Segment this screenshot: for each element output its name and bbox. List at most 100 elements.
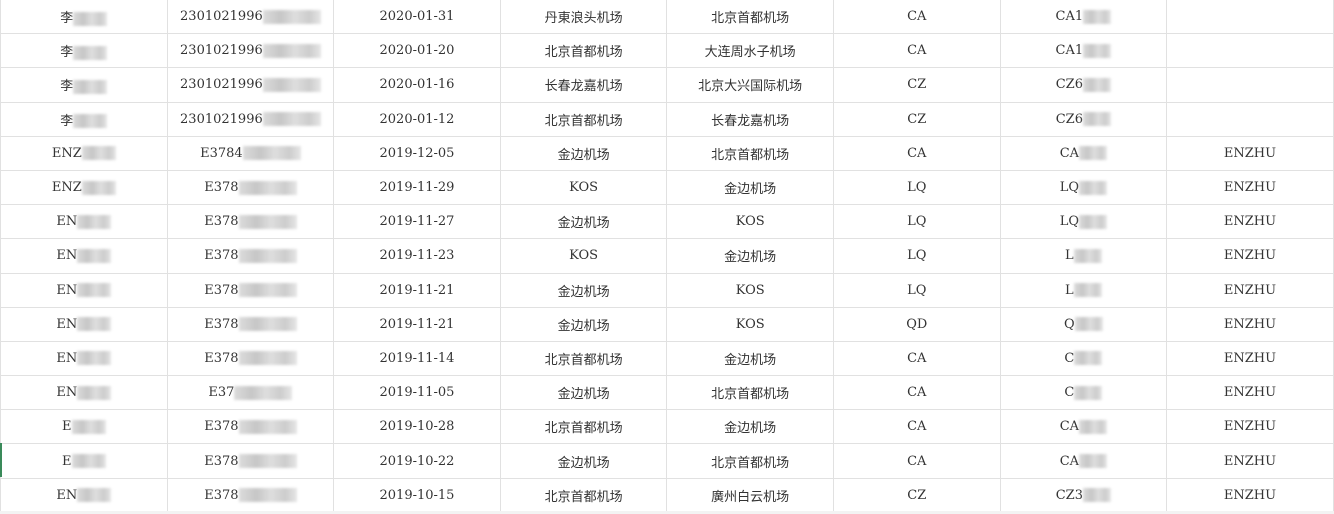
date-cell[interactable]: 2019-10-28 [333,409,501,445]
airline-cell[interactable]: CA [832,443,1001,479]
id-number-cell[interactable]: E378 [166,477,335,513]
flight-number-cell[interactable]: CZ6 [999,67,1168,103]
airline-cell[interactable]: QD [832,306,1001,342]
date-cell[interactable]: 2019-11-29 [333,169,501,206]
contact-cell[interactable] [1166,0,1334,35]
flight-number-cell[interactable]: L [999,272,1168,308]
date-cell[interactable]: 2019-11-21 [333,306,501,342]
passenger-name-cell[interactable]: EN [0,204,168,240]
departure-cell[interactable]: 金边机场 [499,135,668,171]
arrival-cell[interactable]: 北京首都机场 [666,375,834,411]
passenger-name-cell[interactable]: EN [0,340,168,377]
id-number-cell[interactable]: E378 [166,204,335,240]
airline-cell[interactable]: LQ [832,169,1001,206]
passenger-name-cell[interactable]: ENZ [0,135,168,171]
id-number-cell[interactable]: E378 [166,272,335,308]
date-cell[interactable]: 2020-01-31 [333,0,501,35]
date-cell[interactable]: 2019-11-21 [333,272,501,308]
airline-cell[interactable]: CA [832,135,1001,171]
departure-cell[interactable]: 丹東浪头机场 [499,0,668,35]
airline-cell[interactable]: CZ [832,67,1001,103]
flight-number-cell[interactable]: Q [999,306,1168,342]
id-number-cell[interactable]: E378 [166,306,335,342]
arrival-cell[interactable]: 金边机场 [666,409,834,445]
flight-number-cell[interactable]: CA1 [999,33,1168,69]
arrival-cell[interactable]: 长春龙嘉机场 [666,101,834,137]
departure-cell[interactable]: 金边机场 [499,443,668,479]
passenger-name-cell[interactable]: ENZ [0,169,168,206]
date-cell[interactable]: 2019-11-23 [333,238,501,274]
date-cell[interactable]: 2019-10-22 [333,443,501,479]
airline-cell[interactable]: CA [832,340,1001,377]
departure-cell[interactable]: 金边机场 [499,272,668,308]
departure-cell[interactable]: 北京首都机场 [499,477,668,513]
contact-cell[interactable]: ENZHU [1166,306,1334,342]
date-cell[interactable]: 2020-01-16 [333,67,501,103]
airline-cell[interactable]: LQ [832,204,1001,240]
flight-number-cell[interactable]: LQ [999,169,1168,206]
date-cell[interactable]: 2020-01-20 [333,33,501,69]
passenger-name-cell[interactable]: 李 [0,101,168,137]
arrival-cell[interactable]: 大连周水子机场 [666,33,834,69]
departure-cell[interactable]: 长春龙嘉机场 [499,67,668,103]
passenger-name-cell[interactable]: EN [0,375,168,411]
flight-number-cell[interactable]: CA [999,135,1168,171]
airline-cell[interactable]: CA [832,409,1001,445]
arrival-cell[interactable]: 北京首都机场 [666,443,834,479]
airline-cell[interactable]: CA [832,0,1001,35]
arrival-cell[interactable]: 金边机场 [666,340,834,377]
id-number-cell[interactable]: 2301021996 [166,101,335,137]
departure-cell[interactable]: 金边机场 [499,204,668,240]
date-cell[interactable]: 2019-11-14 [333,340,501,377]
id-number-cell[interactable]: E3784 [166,135,335,171]
airline-cell[interactable]: CA [832,33,1001,69]
arrival-cell[interactable]: 北京大兴国际机场 [666,67,834,103]
arrival-cell[interactable]: KOS [666,306,834,342]
flight-number-cell[interactable]: C [999,375,1168,411]
contact-cell[interactable]: ENZHU [1166,443,1334,479]
id-number-cell[interactable]: E378 [166,340,335,377]
contact-cell[interactable]: ENZHU [1166,409,1334,445]
flight-number-cell[interactable]: CZ6 [999,101,1168,137]
departure-cell[interactable]: KOS [499,238,668,274]
departure-cell[interactable]: 北京首都机场 [499,33,668,69]
passenger-name-cell[interactable]: EN [0,238,168,274]
arrival-cell[interactable]: KOS [666,204,834,240]
contact-cell[interactable]: ENZHU [1166,272,1334,308]
flight-number-cell[interactable]: CZ3 [999,477,1168,513]
flight-number-cell[interactable]: CA1 [999,0,1168,35]
contact-cell[interactable] [1166,101,1334,137]
contact-cell[interactable]: ENZHU [1166,135,1334,171]
arrival-cell[interactable]: 廣州白云机场 [666,477,834,513]
id-number-cell[interactable]: 2301021996 [166,0,335,35]
contact-cell[interactable] [1166,67,1334,103]
id-number-cell[interactable]: E37 [166,375,335,411]
airline-cell[interactable]: LQ [832,238,1001,274]
arrival-cell[interactable]: 金边机场 [666,169,834,206]
contact-cell[interactable]: ENZHU [1166,204,1334,240]
date-cell[interactable]: 2019-11-27 [333,204,501,240]
id-number-cell[interactable]: E378 [166,409,335,445]
id-number-cell[interactable]: 2301021996 [166,33,335,69]
passenger-name-cell[interactable]: E [0,409,168,445]
contact-cell[interactable] [1166,33,1334,69]
departure-cell[interactable]: 金边机场 [499,306,668,342]
airline-cell[interactable]: CA [832,375,1001,411]
passenger-name-cell[interactable]: E [0,443,168,479]
departure-cell[interactable]: 金边机场 [499,375,668,411]
passenger-name-cell[interactable]: 李 [0,33,168,69]
flight-number-cell[interactable]: LQ [999,204,1168,240]
date-cell[interactable]: 2019-10-15 [333,477,501,513]
arrival-cell[interactable]: 北京首都机场 [666,0,834,35]
airline-cell[interactable]: CZ [832,101,1001,137]
date-cell[interactable]: 2020-01-12 [333,101,501,137]
passenger-name-cell[interactable]: EN [0,477,168,513]
flight-number-cell[interactable]: CA [999,409,1168,445]
passenger-name-cell[interactable]: EN [0,272,168,308]
airline-cell[interactable]: LQ [832,272,1001,308]
id-number-cell[interactable]: E378 [166,443,335,479]
passenger-name-cell[interactable]: EN [0,306,168,342]
id-number-cell[interactable]: E378 [166,169,335,206]
contact-cell[interactable]: ENZHU [1166,477,1334,513]
contact-cell[interactable]: ENZHU [1166,375,1334,411]
